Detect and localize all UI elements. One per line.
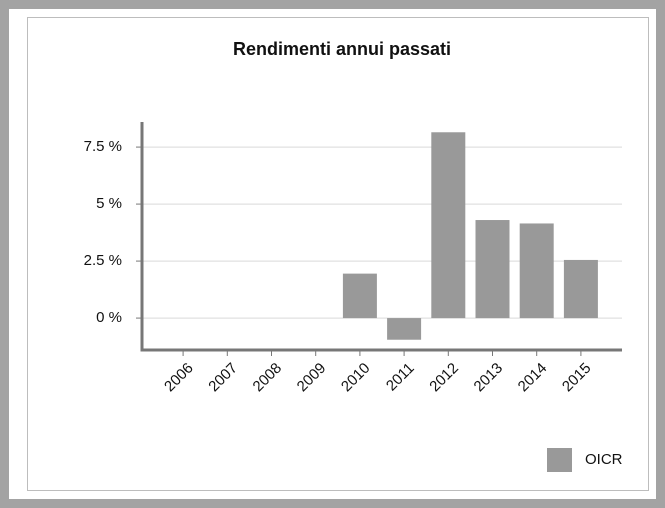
- panel-border: [27, 17, 649, 491]
- bar: [431, 132, 466, 319]
- y-tick-label: 7.5 %: [84, 138, 122, 155]
- bar: [519, 223, 554, 319]
- bar: [387, 318, 422, 340]
- bar: [563, 259, 598, 319]
- y-tick-label: 2.5 %: [84, 252, 122, 269]
- legend-label: OICR: [585, 451, 623, 468]
- legend-swatch: [547, 448, 572, 472]
- bar: [342, 273, 377, 319]
- bar: [475, 220, 510, 319]
- y-tick-label: 5 %: [96, 195, 122, 212]
- chart-title: Rendimenti annui passati: [233, 39, 451, 59]
- y-tick-label: 0 %: [96, 309, 122, 326]
